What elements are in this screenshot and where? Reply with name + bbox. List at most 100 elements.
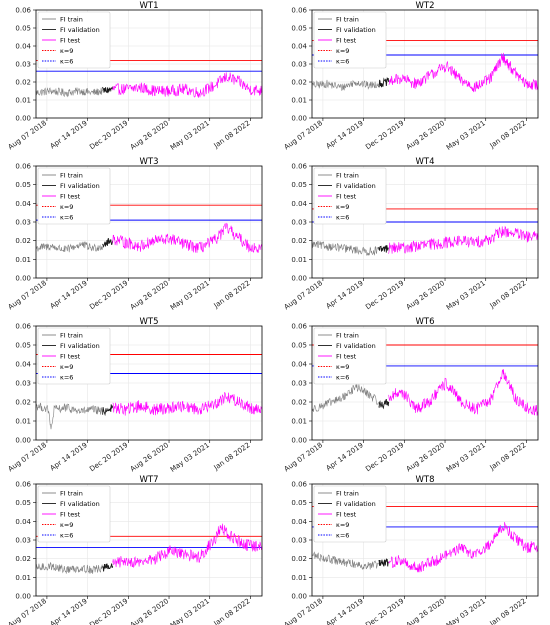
legend-label-k9: κ=9 bbox=[336, 47, 349, 55]
series-line-train bbox=[35, 87, 103, 98]
series-line-test bbox=[112, 222, 263, 253]
series-line-train bbox=[311, 551, 379, 570]
series-line-test bbox=[112, 523, 263, 568]
legend-label-train: FI train bbox=[336, 15, 359, 23]
legend-label-k6: κ=6 bbox=[60, 57, 73, 65]
y-tick-label: 0.04 bbox=[15, 518, 31, 526]
series-line-validation bbox=[102, 404, 114, 417]
y-tick-label: 0.06 bbox=[291, 163, 307, 171]
legend-label-k6: κ=6 bbox=[336, 213, 349, 221]
axes-frame bbox=[311, 483, 539, 597]
x-tick-label: May 03 2021 bbox=[445, 441, 487, 474]
x-tick-label: Dec 20 2019 bbox=[364, 279, 405, 311]
series-line-train bbox=[35, 562, 103, 574]
x-tick-label: Jan 08 2022 bbox=[488, 119, 528, 150]
y-tick-label: 0.01 bbox=[15, 97, 31, 105]
y-tick-label: 0.00 bbox=[15, 593, 31, 601]
x-tick-label: May 03 2021 bbox=[445, 119, 487, 152]
y-tick-label: 0.01 bbox=[291, 256, 307, 264]
legend-label-test: FI test bbox=[60, 510, 81, 518]
y-tick-label: 0.03 bbox=[15, 537, 31, 545]
x-tick-label: May 03 2021 bbox=[445, 597, 487, 625]
y-tick-label: 0.00 bbox=[291, 437, 307, 445]
legend: FI train FI validation FI test κ=9 κ=6 bbox=[37, 327, 111, 385]
x-tick-label: Apr 14 2019 bbox=[49, 597, 89, 625]
legend-label-train: FI train bbox=[336, 331, 359, 339]
legend: FI train FI validation FI test κ=9 κ=6 bbox=[313, 327, 387, 385]
legend-label-validation: FI validation bbox=[336, 500, 376, 508]
axes-frame bbox=[311, 325, 539, 441]
x-tick-label: Apr 14 2019 bbox=[49, 279, 89, 310]
legend-label-validation: FI validation bbox=[60, 500, 100, 508]
series-line-validation bbox=[102, 86, 114, 94]
legend-box bbox=[313, 167, 387, 225]
axes-frame bbox=[35, 325, 263, 441]
legend-label-k9: κ=9 bbox=[60, 363, 73, 371]
y-tick-label: 0.05 bbox=[15, 25, 31, 33]
y-tick-label: 0.05 bbox=[291, 181, 307, 189]
legend-label-train: FI train bbox=[60, 15, 83, 23]
series-line-validation bbox=[378, 245, 389, 253]
legend-label-test: FI test bbox=[336, 192, 357, 200]
x-tick-label: Aug 07 2018 bbox=[283, 279, 324, 311]
x-tick-label: Dec 20 2019 bbox=[364, 441, 405, 473]
axes-frame bbox=[311, 9, 539, 119]
x-tick-label: May 03 2021 bbox=[169, 119, 211, 152]
y-tick-label: 0.06 bbox=[15, 323, 31, 331]
y-tick-label: 0.01 bbox=[291, 97, 307, 105]
x-tick-label: May 03 2021 bbox=[169, 279, 211, 312]
series-line-test bbox=[388, 52, 539, 93]
series-line-test bbox=[388, 369, 539, 416]
legend-label-k6: κ=6 bbox=[60, 213, 73, 221]
axes-frame bbox=[311, 165, 539, 279]
legend-label-k9: κ=9 bbox=[336, 203, 349, 211]
x-tick-label: Aug 07 2018 bbox=[7, 279, 48, 311]
series-line-validation bbox=[378, 398, 390, 410]
y-tick-label: 0.00 bbox=[291, 115, 307, 123]
x-tick-label: Aug 07 2018 bbox=[283, 441, 324, 473]
legend-label-test: FI test bbox=[336, 352, 357, 360]
x-tick-label: Apr 14 2019 bbox=[49, 441, 89, 472]
y-tick-label: 0.02 bbox=[15, 237, 31, 245]
legend-box bbox=[313, 485, 387, 543]
x-tick-label: Aug 26 2020 bbox=[129, 597, 170, 625]
y-tick-label: 0.01 bbox=[15, 418, 31, 426]
y-tick-label: 0.03 bbox=[15, 219, 31, 227]
x-tick-label: Aug 26 2020 bbox=[129, 279, 170, 311]
series-line-train bbox=[311, 79, 379, 92]
legend: FI train FI validation FI test κ=9 κ=6 bbox=[313, 167, 387, 225]
legend-box bbox=[37, 167, 111, 225]
series-line-test bbox=[388, 521, 539, 573]
legend-label-validation: FI validation bbox=[336, 182, 376, 190]
y-tick-label: 0.03 bbox=[15, 61, 31, 69]
y-tick-label: 0.05 bbox=[15, 181, 31, 189]
y-tick-label: 0.05 bbox=[291, 342, 307, 350]
x-tick-label: Jan 08 2022 bbox=[488, 279, 528, 310]
y-tick-label: 0.02 bbox=[291, 555, 307, 563]
y-tick-label: 0.03 bbox=[291, 537, 307, 545]
y-tick-label: 0.03 bbox=[291, 380, 307, 388]
y-tick-label: 0.05 bbox=[15, 342, 31, 350]
y-tick-label: 0.02 bbox=[291, 79, 307, 87]
y-tick-label: 0.06 bbox=[15, 163, 31, 171]
y-tick-label: 0.04 bbox=[291, 43, 307, 51]
series-line-test bbox=[112, 392, 263, 416]
y-tick-label: 0.05 bbox=[15, 499, 31, 507]
legend-label-k9: κ=9 bbox=[336, 521, 349, 529]
y-tick-label: 0.06 bbox=[291, 7, 307, 15]
series-line-train bbox=[35, 241, 103, 253]
y-tick-label: 0.06 bbox=[15, 481, 31, 489]
series-line-train bbox=[35, 402, 103, 430]
y-tick-label: 0.06 bbox=[291, 481, 307, 489]
legend-label-test: FI test bbox=[60, 352, 81, 360]
legend-label-validation: FI validation bbox=[60, 182, 100, 190]
x-tick-label: May 03 2021 bbox=[169, 441, 211, 474]
x-tick-label: Jan 08 2022 bbox=[212, 119, 252, 150]
legend-label-k6: κ=6 bbox=[60, 531, 73, 539]
legend-label-test: FI test bbox=[336, 510, 357, 518]
legend-label-train: FI train bbox=[60, 489, 83, 497]
